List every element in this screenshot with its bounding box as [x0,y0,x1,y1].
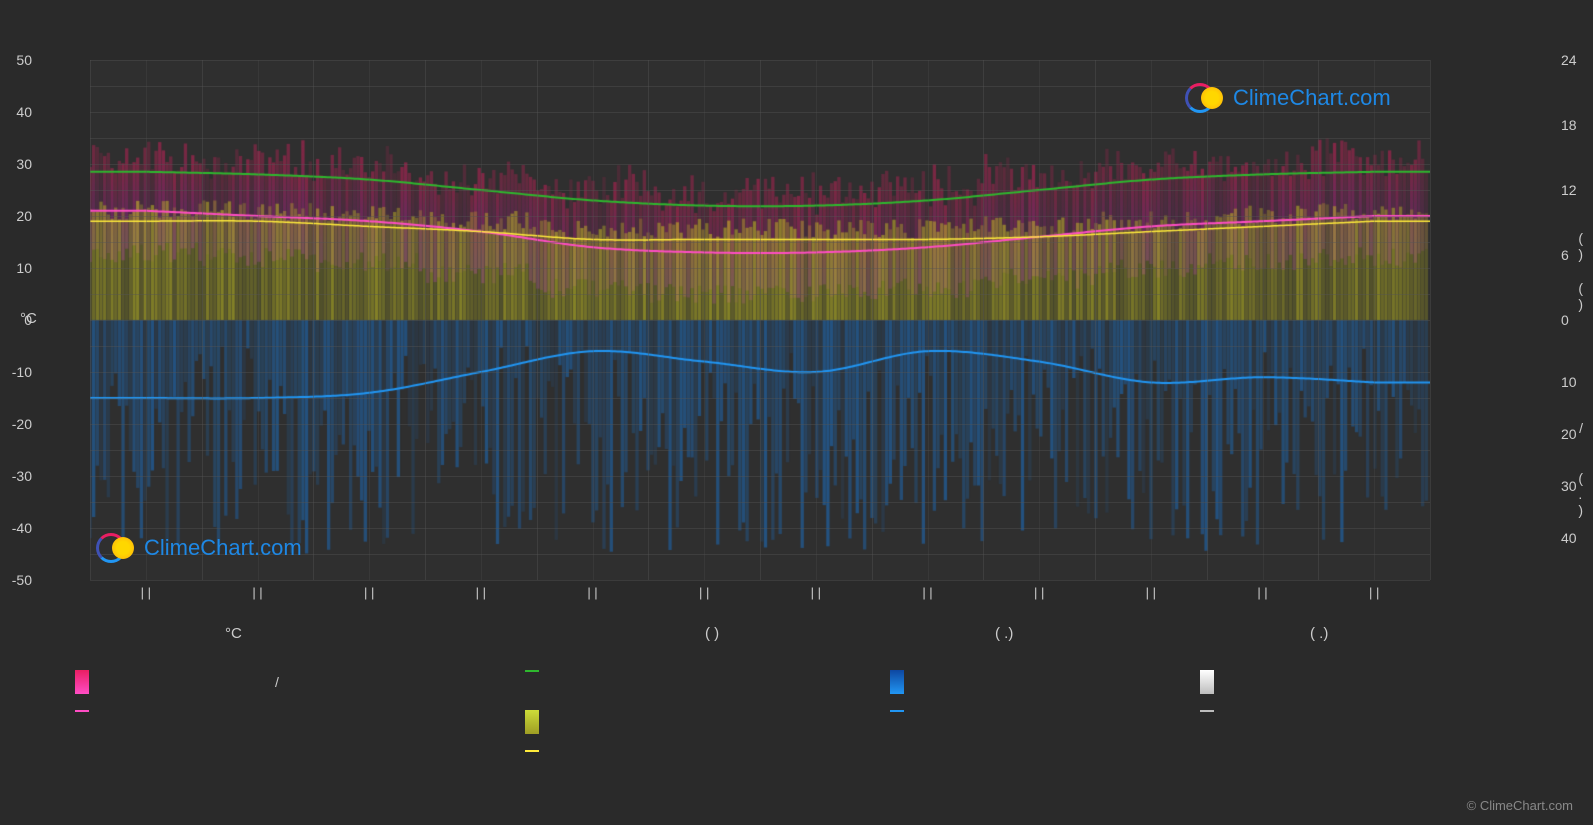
watermark-text: ClimeChart.com [1233,85,1391,111]
watermark-text: ClimeChart.com [144,535,302,561]
legend-item [890,670,904,694]
x-tick-label: | | [1369,585,1379,600]
y-left-tick-label: -20 [12,416,32,432]
x-tick-label: | | [141,585,151,600]
legend-header-item: °C [225,625,242,642]
x-tick-label: | | [922,585,932,600]
legend-item [525,670,539,672]
y-right-tick-label: 30 [1561,478,1577,494]
legend-swatch [75,670,89,694]
y-left-tick-label: 0 [24,312,32,328]
legend-item [525,750,539,752]
legend-item [1200,710,1214,712]
legend-swatch [525,750,539,752]
legend-header-item: ( ) [705,625,719,642]
legend-swatch [890,670,904,694]
legend-row-2 [75,710,1475,738]
x-tick-label: | | [364,585,374,600]
legend-row-3 [75,750,1475,770]
x-tick-label: | | [252,585,262,600]
legend-item [1200,670,1214,694]
legend-headers: °C ( ) ( .) ( .) [75,625,1475,650]
y-left-tick-label: 20 [16,208,32,224]
y-right-tick-label: 0 [1561,312,1569,328]
watermark-bottom-left: ClimeChart.com [96,528,302,568]
legend-row-1: / [75,670,1475,698]
watermark-top-right: ClimeChart.com [1185,78,1391,118]
y-left-tick-label: -40 [12,520,32,536]
legend-swatch [75,710,89,712]
legend: °C ( ) ( .) ( .) / [75,625,1475,782]
climechart-logo-icon [96,528,136,568]
x-tick-label: | | [1146,585,1156,600]
y-right-tick-label: 40 [1561,530,1577,546]
y-left-tick-label: -50 [12,572,32,588]
legend-item [75,710,89,712]
legend-header-item: ( .) [1310,625,1328,642]
y-left-tick-label: -30 [12,468,32,484]
legend-swatch [525,710,539,734]
y-right-tick-label: 18 [1561,117,1577,133]
legend-swatch [890,710,904,712]
legend-item [525,710,539,734]
y-left-tick-label: -10 [12,364,32,380]
legend-swatch [525,670,539,672]
copyright-text: © ClimeChart.com [1467,798,1573,813]
y-right-tick-label: 10 [1561,374,1577,390]
legend-item: / [75,670,89,694]
legend-swatch [1200,670,1214,694]
x-tick-label: | | [699,585,709,600]
climechart-logo-icon [1185,78,1225,118]
y-right-tick-label: 12 [1561,182,1577,198]
y-right-tick-label: 24 [1561,52,1577,68]
y-right-tick-label: 6 [1561,247,1569,263]
y-right-tick-label: 20 [1561,426,1577,442]
x-tick-label: | | [1257,585,1267,600]
y-left-tick-label: 50 [16,52,32,68]
x-tick-label: | | [476,585,486,600]
y-left-tick-label: 40 [16,104,32,120]
x-tick-label: | | [1034,585,1044,600]
legend-item [890,710,904,712]
x-tick-label: | | [811,585,821,600]
legend-swatch [1200,710,1214,712]
legend-label: / [275,674,279,690]
legend-header-item: ( .) [995,625,1013,642]
y-left-tick-label: 30 [16,156,32,172]
y-left-tick-label: 10 [16,260,32,276]
chart-plot-area: ClimeChart.com ClimeChart.com [90,60,1430,580]
x-tick-label: | | [587,585,597,600]
